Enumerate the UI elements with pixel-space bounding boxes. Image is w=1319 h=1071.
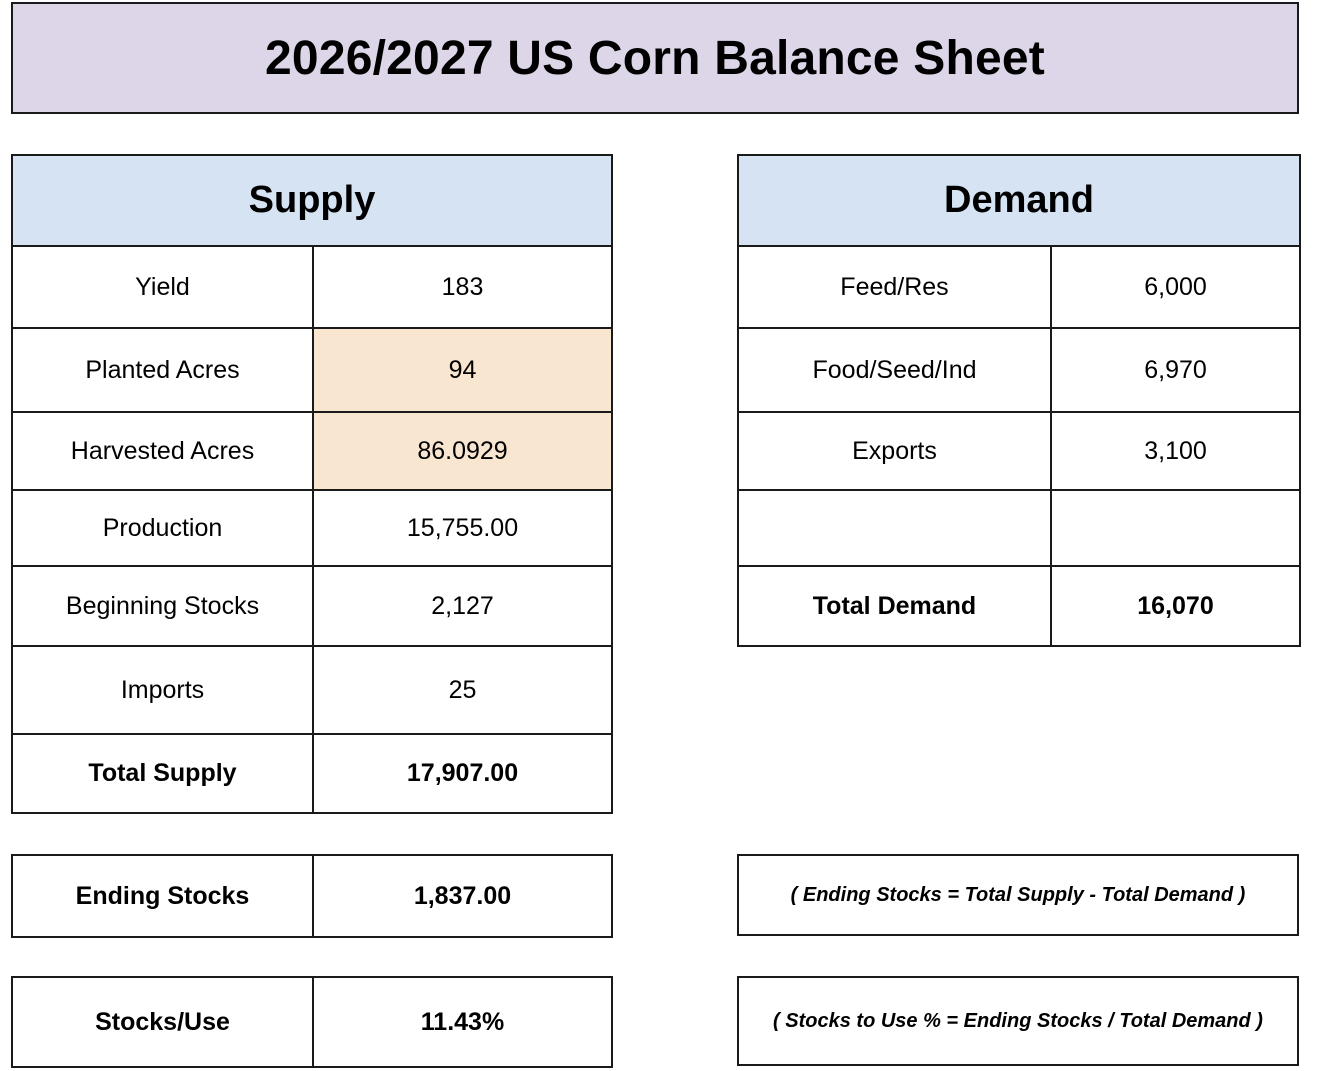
total-supply-label: Total Supply — [11, 733, 314, 814]
production-label: Production — [11, 489, 314, 567]
table-row: Food/Seed/Ind 6,970 — [737, 327, 1302, 413]
empty-label-cell[interactable] — [737, 489, 1052, 567]
table-row: Beginning Stocks 2,127 — [11, 565, 613, 647]
table-row — [737, 489, 1302, 567]
demand-table: Demand Feed/Res 6,000 Food/Seed/Ind 6,97… — [736, 154, 1302, 647]
supply-table: Supply Yield 183 Planted Acres 94 Harves… — [11, 154, 613, 814]
exports-label: Exports — [737, 411, 1052, 491]
food-seed-ind-value[interactable]: 6,970 — [1049, 327, 1302, 413]
page-title: 2026/2027 US Corn Balance Sheet — [265, 31, 1045, 85]
ending-stocks-label: Ending Stocks — [11, 854, 314, 938]
table-row: Planted Acres 94 — [11, 327, 613, 413]
stocks-use-table: Stocks/Use 11.43% — [11, 976, 613, 1068]
feed-res-label: Feed/Res — [737, 245, 1052, 329]
planted-acres-label: Planted Acres — [11, 327, 314, 413]
table-row: Exports 3,100 — [737, 411, 1302, 491]
empty-value-cell[interactable] — [1049, 489, 1302, 567]
stocks-use-formula-box: ( Stocks to Use % = Ending Stocks / Tota… — [737, 976, 1299, 1066]
production-value[interactable]: 15,755.00 — [312, 489, 613, 567]
stocks-use-formula: ( Stocks to Use % = Ending Stocks / Tota… — [773, 1009, 1263, 1032]
ending-stocks-value[interactable]: 1,837.00 — [312, 854, 613, 938]
feed-res-value[interactable]: 6,000 — [1049, 245, 1302, 329]
table-row: Harvested Acres 86.0929 — [11, 411, 613, 491]
total-demand-value[interactable]: 16,070 — [1049, 565, 1302, 647]
food-seed-ind-label: Food/Seed/Ind — [737, 327, 1052, 413]
title-banner: 2026/2027 US Corn Balance Sheet — [11, 2, 1299, 114]
ending-stocks-formula: ( Ending Stocks = Total Supply - Total D… — [790, 883, 1246, 906]
table-row: Feed/Res 6,000 — [737, 245, 1302, 329]
ending-stocks-formula-box: ( Ending Stocks = Total Supply - Total D… — [737, 854, 1299, 936]
beginning-stocks-label: Beginning Stocks — [11, 565, 314, 647]
ending-stocks-table: Ending Stocks 1,837.00 — [11, 854, 613, 938]
imports-value[interactable]: 25 — [312, 645, 613, 735]
table-row: Total Supply 17,907.00 — [11, 733, 613, 814]
yield-value[interactable]: 183 — [312, 245, 613, 329]
supply-header: Supply — [11, 154, 613, 247]
total-supply-value[interactable]: 17,907.00 — [312, 733, 613, 814]
stocks-use-value[interactable]: 11.43% — [312, 976, 613, 1068]
harvested-acres-label: Harvested Acres — [11, 411, 314, 491]
yield-label: Yield — [11, 245, 314, 329]
exports-value[interactable]: 3,100 — [1049, 411, 1302, 491]
table-row: Total Demand 16,070 — [737, 565, 1302, 647]
harvested-acres-value[interactable]: 86.0929 — [312, 411, 613, 491]
demand-header: Demand — [736, 154, 1302, 247]
beginning-stocks-value[interactable]: 2,127 — [312, 565, 613, 647]
table-row: Production 15,755.00 — [11, 489, 613, 567]
table-row: Yield 183 — [11, 245, 613, 329]
planted-acres-value[interactable]: 94 — [312, 327, 613, 413]
total-demand-label: Total Demand — [737, 565, 1052, 647]
imports-label: Imports — [11, 645, 314, 735]
table-row: Imports 25 — [11, 645, 613, 735]
stocks-use-label: Stocks/Use — [11, 976, 314, 1068]
